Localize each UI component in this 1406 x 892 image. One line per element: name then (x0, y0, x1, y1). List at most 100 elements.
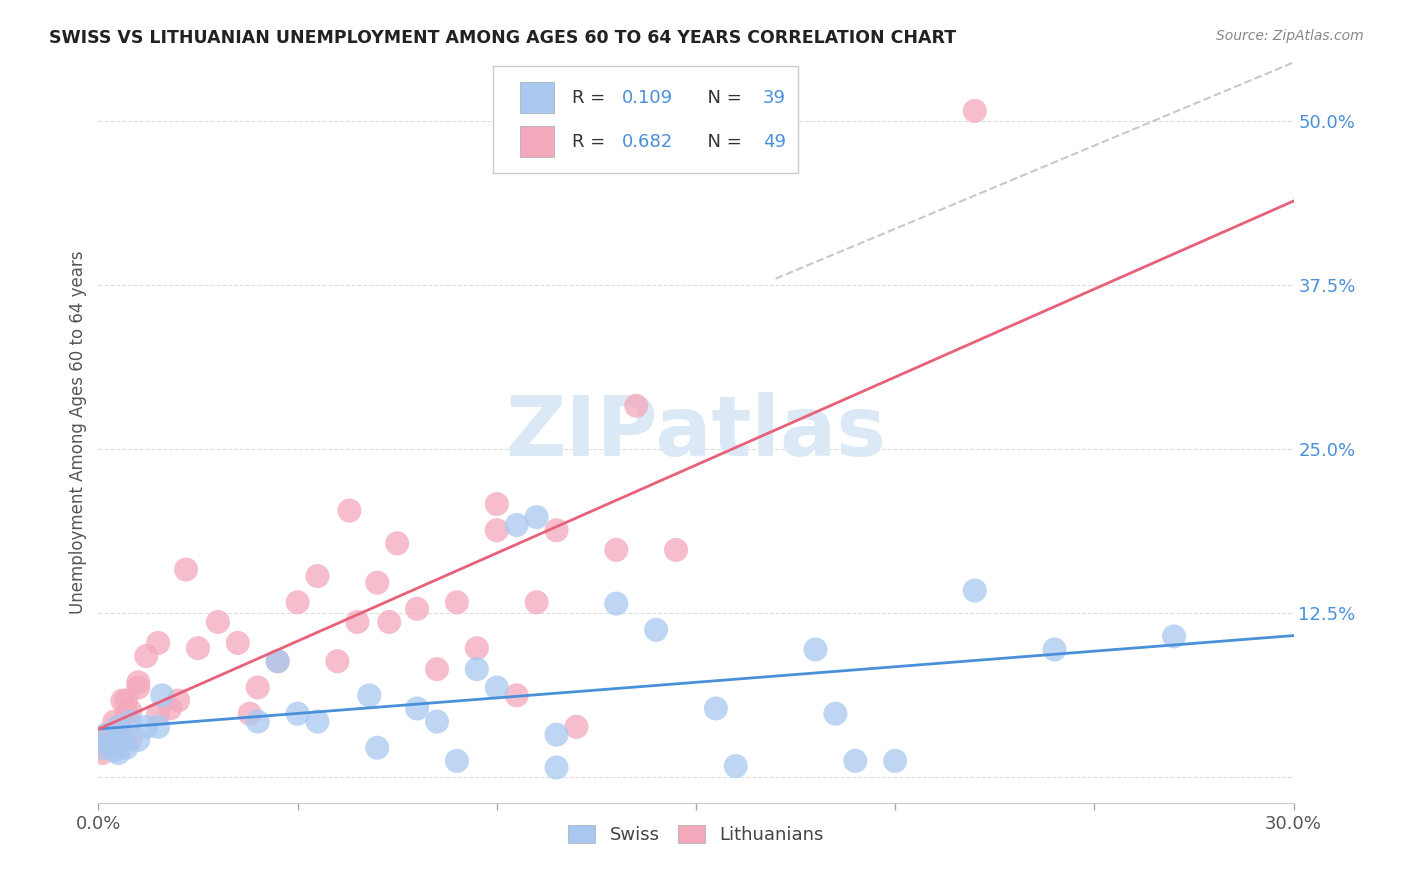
Point (148, 636, 170, 650)
Point (426, 714, 449, 729)
Bar (520, 127, 554, 157)
Text: 0.682: 0.682 (621, 133, 673, 151)
Point (506, 518, 529, 533)
Point (526, 595, 548, 609)
Point (465, 641, 488, 656)
Point (148, 706, 170, 721)
Point (127, 732, 149, 747)
Point (366, 575, 388, 590)
Point (91, 740, 114, 755)
Bar (520, 82, 554, 113)
Point (246, 714, 269, 729)
Y-axis label: Unemployment Among Ages 60 to 64 years: Unemployment Among Ages 60 to 64 years (69, 251, 87, 615)
Point (346, 615, 368, 629)
Point (307, 569, 329, 583)
Point (326, 654, 349, 668)
Point (167, 693, 190, 707)
Text: N =: N = (696, 89, 748, 107)
Point (1043, 642, 1066, 657)
Text: 49: 49 (763, 133, 786, 151)
Point (107, 720, 129, 734)
Point (366, 740, 388, 755)
Text: R =: R = (572, 133, 610, 151)
Point (120, 704, 142, 718)
Point (148, 720, 170, 734)
Point (385, 536, 409, 550)
Point (96, 728, 118, 742)
Point (107, 720, 129, 734)
Legend: Swiss, Lithuanians: Swiss, Lithuanians (562, 819, 830, 849)
Text: Source: ZipAtlas.com: Source: ZipAtlas.com (1216, 29, 1364, 43)
Point (103, 714, 125, 729)
Point (546, 728, 568, 742)
Point (963, 103, 986, 118)
Point (120, 714, 142, 729)
Text: R =: R = (572, 89, 610, 107)
Point (339, 503, 361, 517)
Point (207, 615, 229, 629)
Point (127, 681, 149, 695)
Point (91, 746, 114, 760)
Point (626, 399, 648, 413)
Point (526, 510, 548, 524)
Point (103, 743, 125, 757)
Point (645, 623, 668, 637)
Point (506, 689, 529, 703)
Point (824, 706, 846, 721)
Point (287, 595, 309, 609)
Point (485, 497, 508, 511)
Point (246, 681, 269, 695)
Point (446, 595, 468, 609)
Point (485, 681, 508, 695)
Text: N =: N = (696, 133, 748, 151)
Point (565, 720, 588, 734)
Point (605, 597, 627, 611)
Point (446, 754, 468, 768)
Point (378, 615, 401, 629)
Point (1163, 629, 1185, 643)
Point (724, 759, 747, 773)
Point (226, 636, 249, 650)
Text: ZIPatlas: ZIPatlas (506, 392, 886, 473)
Point (307, 714, 329, 729)
Point (665, 542, 688, 557)
Point (98, 737, 122, 751)
Point (107, 731, 129, 745)
Point (239, 706, 262, 721)
Point (804, 642, 827, 657)
Point (704, 701, 727, 715)
Point (107, 746, 129, 760)
Point (98, 732, 122, 747)
Point (963, 583, 986, 598)
Point (287, 706, 309, 721)
Point (115, 740, 138, 755)
FancyBboxPatch shape (494, 66, 797, 173)
Point (546, 760, 568, 774)
Point (135, 720, 157, 734)
Point (406, 701, 429, 715)
Point (111, 693, 134, 707)
Point (115, 706, 138, 721)
Text: 0.109: 0.109 (621, 89, 673, 107)
Point (187, 641, 209, 656)
Point (159, 701, 181, 715)
Text: SWISS VS LITHUANIAN UNEMPLOYMENT AMONG AGES 60 TO 64 YEARS CORRELATION CHART: SWISS VS LITHUANIAN UNEMPLOYMENT AMONG A… (49, 29, 956, 46)
Point (844, 754, 866, 768)
Point (605, 542, 627, 557)
Point (359, 689, 381, 703)
Point (91, 737, 114, 751)
Text: 39: 39 (763, 89, 786, 107)
Point (267, 654, 290, 668)
Point (546, 523, 568, 537)
Point (98, 740, 122, 755)
Point (96, 728, 118, 742)
Point (174, 563, 197, 577)
Point (115, 693, 138, 707)
Point (884, 754, 907, 768)
Point (426, 662, 449, 676)
Point (150, 689, 173, 703)
Point (267, 654, 290, 668)
Point (120, 732, 142, 747)
Point (135, 648, 157, 663)
Point (465, 662, 488, 676)
